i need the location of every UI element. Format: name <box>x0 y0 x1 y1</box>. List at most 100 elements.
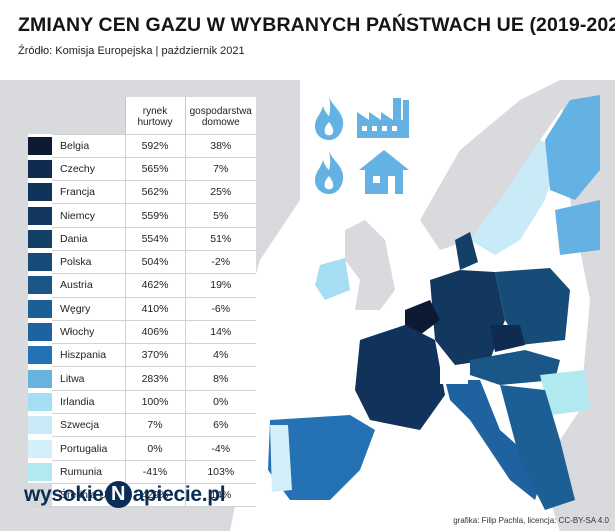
color-swatch <box>28 183 52 202</box>
table-row: Portugalia 0% -4% <box>28 436 256 461</box>
country-cell: Dania <box>52 226 125 251</box>
header-wholesale: rynek hurtowy <box>124 97 185 134</box>
wholesale-cell: 406% <box>124 319 185 344</box>
credit-note: grafika: Filip Pachla, licencja: CC-BY-S… <box>453 516 609 525</box>
wholesale-cell: 100% <box>124 389 185 414</box>
country-cell: Węgry <box>52 296 125 321</box>
wholesale-cell: 0% <box>124 436 185 461</box>
households-cell: 25% <box>184 180 256 204</box>
households-cell: 0% <box>184 389 256 414</box>
country-cell: Szwecja <box>52 413 125 437</box>
color-swatch <box>28 323 52 342</box>
map-portugal <box>270 425 292 492</box>
country-cell: Litwa <box>52 366 125 391</box>
country-cell: Hiszpania <box>52 343 125 367</box>
legend-swatch <box>28 273 52 298</box>
map-norway <box>420 80 575 250</box>
source-note: Źródło: Komisja Europejska | październik… <box>18 45 245 57</box>
households-cell: -2% <box>184 249 256 274</box>
table-row: Węgry 410% -6% <box>28 296 256 321</box>
color-swatch <box>28 276 52 295</box>
color-swatch <box>28 229 52 248</box>
wholesale-cell: 462% <box>124 273 185 298</box>
households-cell: -4% <box>184 436 256 461</box>
factory-icon <box>357 98 409 138</box>
map-benelux <box>405 300 440 335</box>
table-row: Czechy 565% 7% <box>28 156 256 181</box>
households-cell: 4% <box>184 343 256 367</box>
color-swatch <box>28 346 52 365</box>
logo-text-part1: wysokie <box>24 482 104 506</box>
flame-icon <box>315 96 344 140</box>
color-swatch <box>28 206 52 225</box>
color-swatch <box>28 369 52 388</box>
wholesale-cell: 283% <box>124 366 185 391</box>
country-cell: Rumunia <box>52 459 125 484</box>
color-swatch <box>28 392 52 411</box>
flame-icon <box>315 150 344 194</box>
table-row: Hiszpania 370% 4% <box>28 343 256 367</box>
map-balkans <box>500 385 575 510</box>
color-swatch <box>28 299 52 318</box>
map-sweden <box>470 140 560 255</box>
legend-swatch <box>28 343 52 367</box>
logo-mark: N <box>104 481 132 508</box>
map-romania <box>540 370 590 415</box>
page-title: ZMIANY CEN GAZU W WYBRANYCH PAŃSTWACH UE… <box>18 14 615 36</box>
country-cell: Włochy <box>52 319 125 344</box>
country-cell: Irlandia <box>52 389 125 414</box>
icon-group <box>305 94 415 204</box>
table-row: Włochy 406% 14% <box>28 319 256 344</box>
map-east-grey <box>540 80 615 531</box>
legend-swatch <box>28 227 52 251</box>
brand-logo[interactable]: wysokie N apiecie.pl <box>24 481 226 508</box>
map-czechia <box>490 325 525 352</box>
map-france <box>355 325 445 430</box>
color-swatch <box>28 136 52 155</box>
wholesale-cell: 504% <box>124 249 185 274</box>
legend-swatch <box>28 203 52 228</box>
table-row: Irlandia 100% 0% <box>28 389 256 414</box>
table-row: Dania 554% 51% <box>28 226 256 251</box>
table-row: Szwecja 7% 6% <box>28 413 256 437</box>
header-households: gospodarstwa domowe <box>184 97 256 134</box>
households-cell: 14% <box>184 319 256 344</box>
households-cell: 38% <box>184 133 256 158</box>
legend-swatch <box>28 250 52 274</box>
color-swatch <box>28 439 52 458</box>
legend-swatch <box>28 390 52 414</box>
wholesale-cell: 410% <box>124 296 185 321</box>
color-swatch <box>28 462 52 481</box>
map-baltics <box>555 200 600 255</box>
legend-swatch <box>28 320 52 344</box>
legend-swatch <box>28 134 52 158</box>
wholesale-cell: 559% <box>124 203 185 228</box>
wholesale-cell: -41% <box>124 459 185 484</box>
households-cell: 7% <box>184 156 256 181</box>
legend-swatch <box>28 436 52 461</box>
map-switzerland <box>440 366 468 384</box>
wholesale-cell: 554% <box>124 226 185 251</box>
legend-swatch <box>28 157 52 181</box>
wholesale-cell: 562% <box>124 180 185 204</box>
legend-swatch <box>28 413 52 437</box>
color-swatch <box>28 159 52 178</box>
households-cell: 51% <box>184 226 256 251</box>
households-cell: 19% <box>184 273 256 298</box>
table-row: Belgia 592% 38% <box>28 133 256 158</box>
table-row: Francja 562% 25% <box>28 180 256 204</box>
house-icon <box>359 150 409 194</box>
table-row: Litwa 283% 8% <box>28 366 256 391</box>
legend-swatch <box>28 483 52 508</box>
map-uk <box>345 220 395 310</box>
legend-swatch <box>28 460 52 484</box>
table-row: Austria 462% 19% <box>28 273 256 298</box>
wholesale-cell: 592% <box>124 133 185 158</box>
households-cell: 5% <box>184 203 256 228</box>
country-cell: Polska <box>52 249 125 274</box>
map-italy <box>445 380 545 500</box>
map-iberia <box>268 415 375 500</box>
logo-text-part2: apiecie.pl <box>132 482 226 506</box>
country-cell: Austria <box>52 273 125 298</box>
households-cell: 8% <box>184 366 256 391</box>
